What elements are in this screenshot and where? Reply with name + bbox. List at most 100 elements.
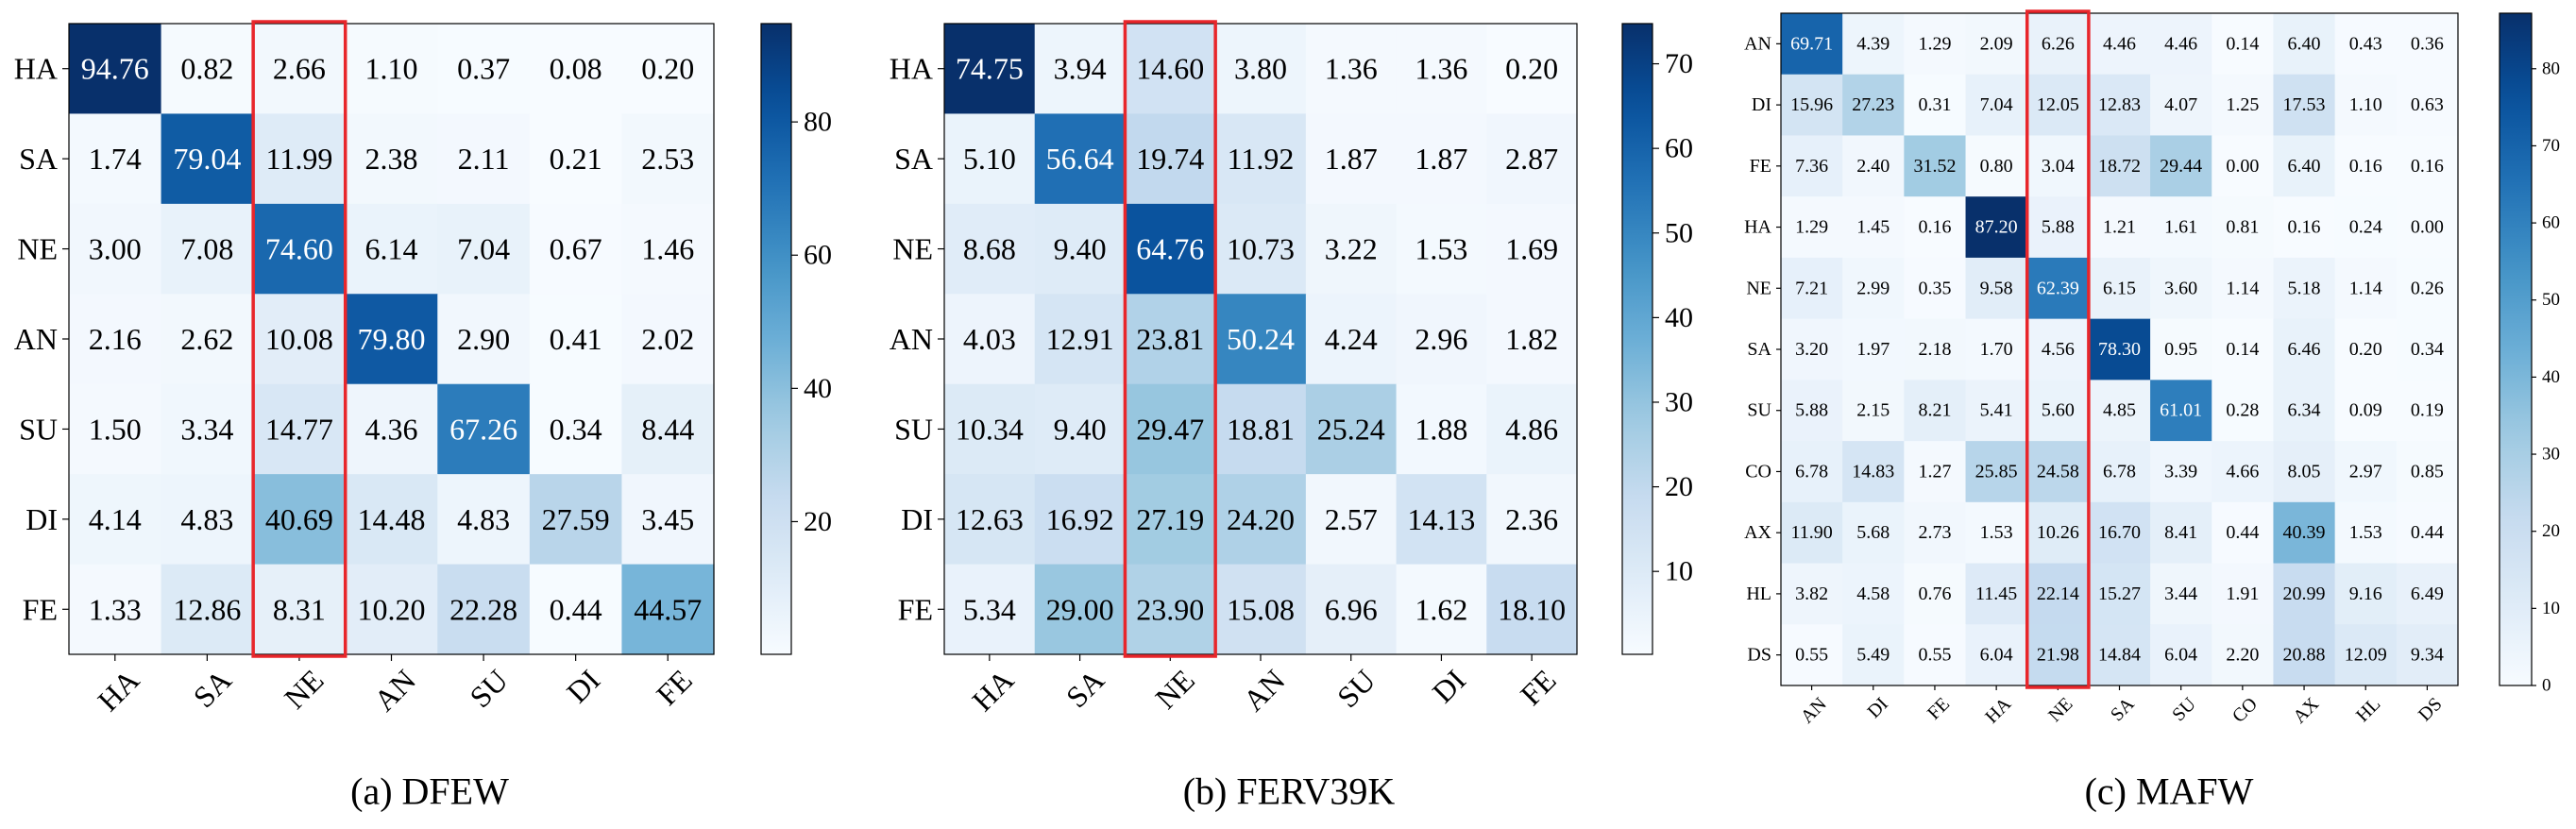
heatmap-cell (437, 383, 531, 475)
y-tick-label: SA (1747, 339, 1771, 360)
heatmap-cell (253, 564, 347, 655)
heatmap-cell (1486, 203, 1578, 295)
heatmap-cell (1486, 294, 1578, 385)
x-tick-label: DI (560, 663, 606, 709)
x-tick-label: SA (187, 663, 238, 714)
heatmap-cell (1965, 257, 2028, 320)
heatmap-cell-label: 24.58 (2037, 461, 2079, 482)
heatmap-cell-label: 4.83 (457, 502, 510, 536)
heatmap-cell-label: 12.05 (2037, 94, 2079, 115)
x-tick-label: SU (463, 663, 514, 714)
heatmap-cell (1305, 474, 1398, 566)
x-tick-label: AN (367, 663, 422, 718)
heatmap-cell-label: 14.48 (358, 502, 426, 536)
heatmap-cell-label: 7.04 (457, 232, 510, 266)
heatmap-cell (944, 24, 1036, 115)
heatmap-cell (2334, 135, 2398, 197)
heatmap-cell-label: 12.83 (2098, 94, 2141, 115)
heatmap-cell (69, 383, 162, 475)
colorbar-tick-label: 50 (2542, 290, 2560, 310)
heatmap-cell (1305, 203, 1398, 295)
colorbar-tick-label: 70 (1665, 48, 1693, 79)
heatmap-cell-label: 0.14 (2226, 33, 2259, 54)
heatmap-cell-label: 1.91 (2226, 584, 2259, 604)
x-tick-label: DI (1863, 694, 1891, 722)
heatmap-cell-label: 7.21 (1795, 278, 1828, 298)
heatmap-cell-label: 2.62 (180, 322, 233, 356)
heatmap-cell (1965, 74, 2028, 137)
heatmap-cell-label: 1.88 (1415, 412, 1467, 446)
heatmap-cell (1034, 564, 1127, 655)
heatmap-cell (529, 24, 623, 115)
heatmap-cell-label: 79.04 (173, 142, 241, 176)
heatmap-cell (2396, 563, 2459, 625)
heatmap-cell (1486, 474, 1578, 566)
heatmap-cell (2088, 196, 2151, 259)
y-tick-label: DI (901, 502, 933, 536)
heatmap-cell (1396, 113, 1487, 205)
heatmap-cell-label: 24.20 (1227, 502, 1295, 536)
heatmap-cell (529, 203, 623, 295)
heatmap-cell (1965, 441, 2028, 503)
heatmap-cell-label: 0.00 (2226, 156, 2259, 177)
heatmap-cell (2088, 74, 2151, 137)
heatmap-cell-label: 3.22 (1325, 232, 1378, 266)
heatmap-cell-label: 2.36 (1505, 502, 1558, 536)
heatmap-cell-label: 1.62 (1415, 592, 1467, 626)
heatmap-cell (2212, 380, 2275, 442)
heatmap-cell (2088, 135, 2151, 197)
heatmap-cell-label: 2.20 (2226, 645, 2259, 666)
x-tick-label: FE (650, 663, 699, 712)
heatmap-cell-label: 12.09 (2345, 645, 2387, 666)
heatmap-cell (2396, 318, 2459, 381)
heatmap-cell-label: 10.73 (1227, 232, 1295, 266)
heatmap-cell-label: 4.14 (89, 502, 142, 536)
heatmap-cell-label: 0.16 (1918, 217, 1951, 238)
heatmap-cell (345, 24, 438, 115)
heatmap-cell-label: 3.44 (2164, 584, 2197, 604)
colorbar-tick-label: 40 (2542, 367, 2560, 387)
heatmap-cell (1305, 564, 1398, 655)
heatmap-cell (2396, 257, 2459, 320)
heatmap-cell (253, 474, 347, 566)
heatmap-cell-label: 69.71 (1790, 33, 1833, 54)
heatmap-cell-label: 6.46 (2288, 339, 2321, 360)
heatmap-cell-label: 27.23 (1852, 94, 1894, 115)
heatmap-panel-2: 74.75 3.94 14.60 3.80 1.36 1.36 0.20 5.10 56.64 1… (890, 20, 1693, 813)
heatmap-cell (1125, 113, 1216, 205)
heatmap-cell (1965, 563, 2028, 625)
colorbar-tick-label: 30 (1665, 386, 1693, 417)
heatmap-cell (2088, 563, 2151, 625)
heatmap-cell (1034, 113, 1127, 205)
heatmap-cell (437, 474, 531, 566)
heatmap-cell-label: 1.33 (89, 592, 142, 626)
heatmap-cell (1486, 113, 1578, 205)
heatmap-cell-label: 2.16 (89, 322, 142, 356)
heatmap-cell-label: 1.69 (1505, 232, 1558, 266)
colorbar-tick-label: 70 (2542, 136, 2560, 156)
heatmap-cell-label: 6.78 (2103, 461, 2136, 482)
y-tick-label: AN (890, 322, 933, 356)
heatmap-cell-label: 10.26 (2037, 522, 2079, 543)
y-tick-label: NE (17, 232, 58, 266)
heatmap-cell (1965, 624, 2028, 686)
x-tick-label: AX (2289, 693, 2323, 727)
y-tick-label: FE (898, 592, 933, 626)
heatmap-cell (69, 294, 162, 385)
y-tick-label: FE (23, 592, 58, 626)
heatmap-cell-label: 6.40 (2288, 33, 2321, 54)
heatmap-cell-label: 18.81 (1227, 412, 1295, 446)
x-tick-label: NE (1148, 663, 1201, 716)
heatmap-cell-label: 11.99 (266, 142, 333, 176)
heatmap-cell (1034, 203, 1127, 295)
heatmap-cell (1125, 24, 1216, 115)
heatmap-cell (1215, 113, 1307, 205)
heatmap-cell (2150, 135, 2212, 197)
heatmap-cell-label: 1.97 (1856, 339, 1890, 360)
heatmap-cell (69, 564, 162, 655)
heatmap-cell-label: 0.82 (180, 52, 233, 86)
x-tick-label: SU (2168, 693, 2200, 725)
heatmap-cell-label: 1.87 (1415, 142, 1467, 176)
heatmap-cell-label: 0.08 (550, 52, 602, 86)
heatmap-cell-label: 1.53 (1415, 232, 1467, 266)
